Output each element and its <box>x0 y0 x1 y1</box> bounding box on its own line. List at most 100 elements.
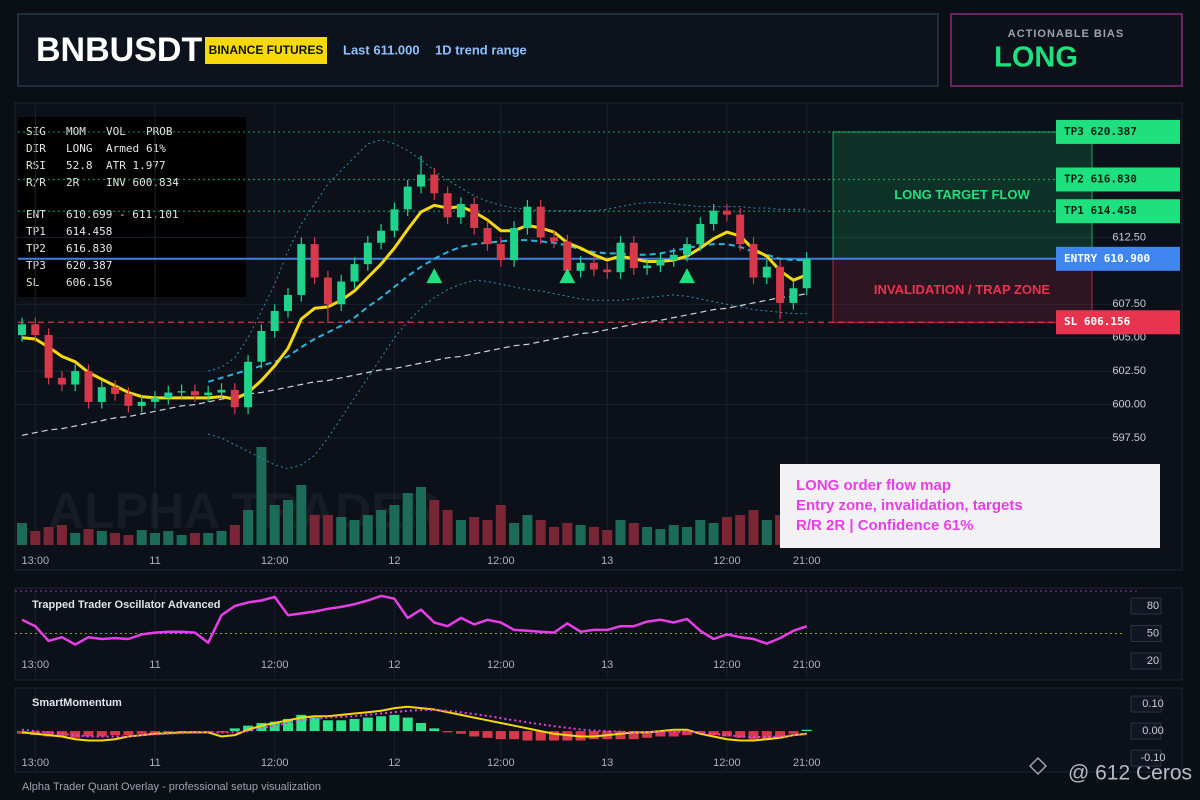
level-tag <box>1056 119 1180 144</box>
tick-box <box>1130 722 1162 740</box>
volume-bar <box>163 531 174 545</box>
momentum-bar <box>216 731 227 733</box>
tick-box <box>1130 652 1162 670</box>
volume-bar <box>17 523 27 545</box>
candle-body <box>523 206 532 229</box>
volume-bar <box>176 535 187 545</box>
candle-body <box>164 392 173 398</box>
momentum-bar <box>70 731 81 738</box>
momentum-bar <box>110 731 121 736</box>
volume-bar <box>695 520 706 545</box>
y-tick-label: 50 <box>1147 627 1159 639</box>
x-tick-label: 12:00 <box>487 555 515 567</box>
candle-body <box>722 210 731 215</box>
momentum-bar <box>655 731 666 737</box>
candle-body <box>31 324 40 336</box>
volume-bar <box>721 517 732 545</box>
level-label: TP3 620.387 <box>1064 125 1137 138</box>
momentum-bar <box>309 717 320 732</box>
candle-body <box>443 193 452 218</box>
volume-bar <box>362 515 373 545</box>
volume-bar <box>56 525 67 545</box>
momentum-bar <box>549 731 559 741</box>
candle-body <box>683 244 691 255</box>
overlay-line <box>208 279 807 470</box>
volume-bar <box>615 520 626 545</box>
candle-body <box>151 397 159 402</box>
info-cell: 606.156 <box>66 276 112 289</box>
info-cell: MOM <box>66 125 86 138</box>
candle-body <box>111 387 120 394</box>
info-cell: INV 600.834 <box>106 176 179 189</box>
candle-body <box>310 244 319 278</box>
candle-body <box>669 254 678 261</box>
volume-bar <box>243 510 254 545</box>
volume-bar <box>469 517 480 545</box>
momentum-bar <box>509 731 520 740</box>
x-tick-label: 13 <box>601 555 613 567</box>
x-tick-label: 12:00 <box>487 659 515 671</box>
y-tick-label: -0.10 <box>1140 752 1165 764</box>
volume-bar <box>376 510 387 545</box>
volume-bar <box>429 500 440 545</box>
momentum-bar <box>588 731 599 740</box>
candle-body <box>257 331 266 362</box>
info-cell: 610.699 - 611.101 <box>66 208 179 221</box>
volume-bar <box>203 533 214 545</box>
momentum-bar <box>642 731 653 738</box>
volume-bar <box>136 530 147 545</box>
momentum-bar <box>136 731 147 734</box>
candle-body <box>57 377 66 385</box>
volume-bar <box>30 531 41 545</box>
oscillator-line <box>21 594 808 646</box>
candle-body <box>589 262 598 270</box>
candle-body <box>656 260 665 266</box>
candle-body <box>736 214 745 245</box>
volume-bar <box>110 533 121 545</box>
volume-bar <box>562 523 573 545</box>
volume-bar <box>628 523 639 545</box>
footer: Alpha Trader Quant Overlay - professiona… <box>22 781 321 793</box>
momentum-bar <box>735 731 746 738</box>
zone <box>832 131 1093 260</box>
candle-body <box>323 277 332 305</box>
volume-bar <box>389 505 400 545</box>
volume-bar <box>402 493 413 545</box>
y-tick-label: 80 <box>1147 600 1159 612</box>
annotation-line: Entry zone, invalidation, targets <box>796 497 1023 514</box>
candle-body <box>390 209 399 231</box>
candle-body <box>629 242 638 269</box>
candle-body <box>430 174 439 194</box>
candle-body <box>403 186 412 210</box>
volume-bar <box>296 485 307 545</box>
info-cell: 616.830 <box>66 242 112 255</box>
volume-bar <box>336 517 347 545</box>
bias-box <box>950 13 1183 87</box>
candle-body <box>97 387 106 402</box>
momentum-bar <box>775 731 786 738</box>
momentum-bar <box>522 731 533 741</box>
volume-bar <box>70 533 81 545</box>
x-tick-label: 12:00 <box>261 555 289 567</box>
x-tick-label: 12:00 <box>713 555 741 567</box>
volume-bar <box>349 520 360 545</box>
volume-bar <box>708 523 719 545</box>
volume-bar <box>482 520 493 545</box>
momentum-bar <box>362 717 373 732</box>
candle-body <box>470 203 479 229</box>
x-tick-label: 13 <box>601 757 613 769</box>
momentum-bar <box>482 731 493 738</box>
candle-body <box>377 230 386 243</box>
momentum-bar <box>761 731 772 740</box>
info-cell: VOL <box>106 125 126 138</box>
volume-bar <box>495 505 506 545</box>
x-tick-label: 13:00 <box>22 555 50 567</box>
info-cell: R/R <box>26 176 46 189</box>
tick-box <box>1130 749 1162 767</box>
volume-bar <box>216 531 227 545</box>
momentum-bar <box>628 731 639 740</box>
y-tick-label: 612.50 <box>1112 231 1146 243</box>
candle-body <box>124 393 133 406</box>
info-cell: TP2 <box>26 242 46 255</box>
momentum-bar <box>455 731 466 734</box>
